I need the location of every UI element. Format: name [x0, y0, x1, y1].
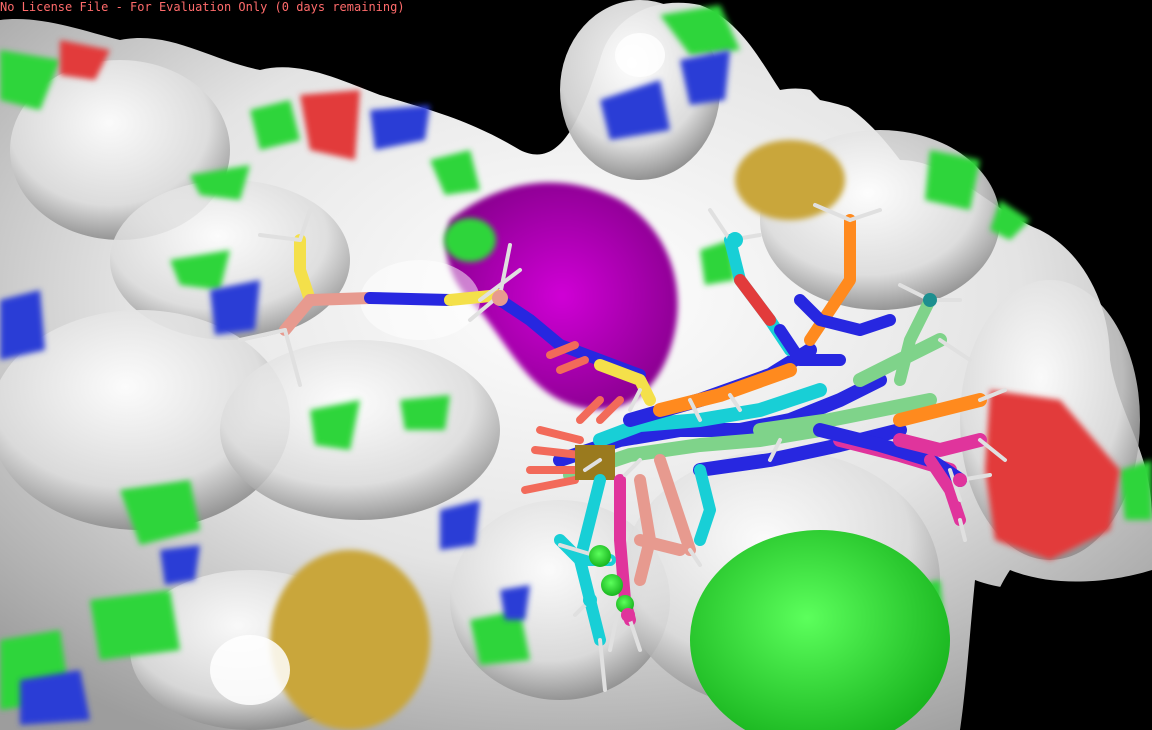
ligand-ensemble[interactable] [238, 203, 1007, 692]
